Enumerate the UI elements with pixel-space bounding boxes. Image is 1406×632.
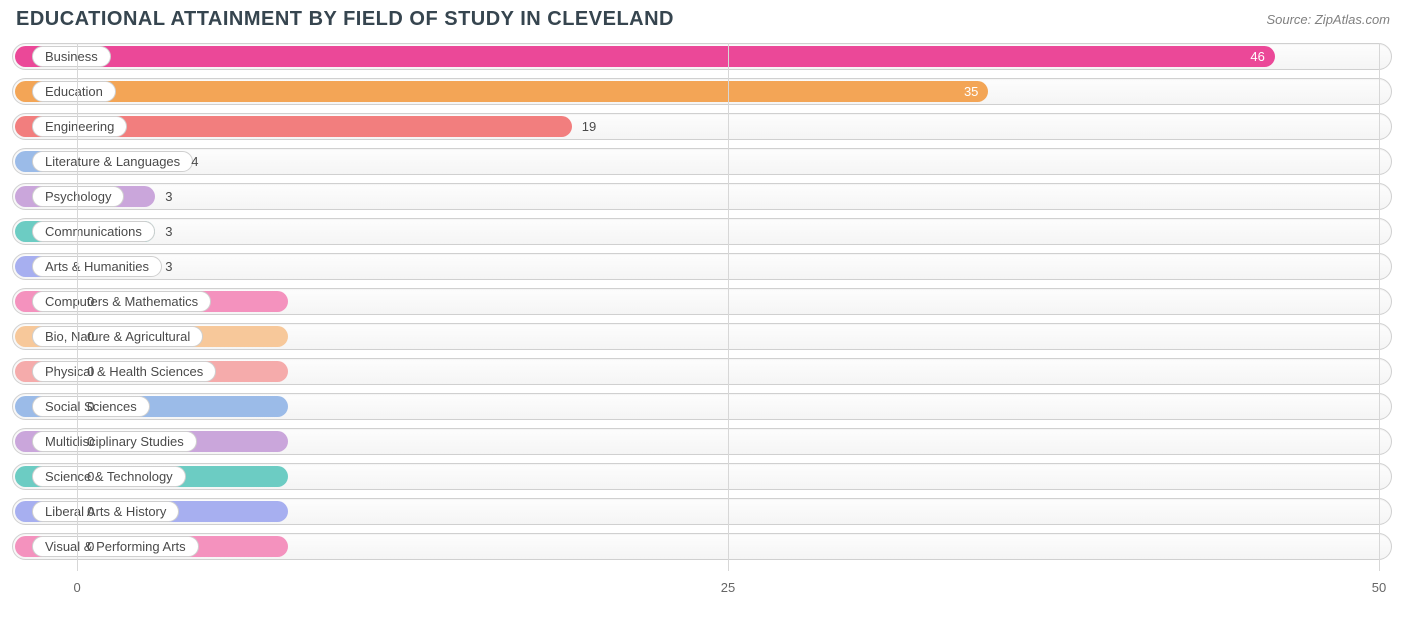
bar-value: 35	[964, 81, 978, 102]
bar-label: Multidisciplinary Studies	[32, 431, 197, 452]
bar-label: Arts & Humanities	[32, 256, 162, 277]
bar-fill	[15, 46, 1275, 67]
bar-fill	[15, 81, 988, 102]
header: EDUCATIONAL ATTAINMENT BY FIELD OF STUDY…	[0, 0, 1406, 37]
bar-track	[12, 148, 1392, 175]
bar-label: Psychology	[32, 186, 124, 207]
bar-value: 19	[582, 116, 596, 137]
bar-label: Visual & Performing Arts	[32, 536, 199, 557]
bar-label: Science & Technology	[32, 466, 186, 487]
bar-label: Education	[32, 81, 116, 102]
chart-source: Source: ZipAtlas.com	[1266, 12, 1390, 27]
bar-label: Literature & Languages	[32, 151, 193, 172]
x-axis-tick-label: 0	[73, 580, 80, 595]
gridline	[728, 43, 729, 571]
chart-area: 0 25 50 Business 46 Education 35 Engineering 19 L…	[0, 37, 1406, 599]
bar-track	[12, 253, 1392, 280]
bar-value: 3	[165, 221, 172, 242]
bar-value: 4	[191, 151, 198, 172]
bar-label: Computers & Mathematics	[32, 291, 211, 312]
bar-label: Physical & Health Sciences	[32, 361, 216, 382]
bar-label: Liberal Arts & History	[32, 501, 179, 522]
bar-value: 46	[1250, 46, 1264, 67]
chart-title: EDUCATIONAL ATTAINMENT BY FIELD OF STUDY…	[16, 8, 674, 31]
bar-value: 0	[87, 361, 94, 382]
bar-value: 0	[87, 291, 94, 312]
bar-value: 3	[165, 186, 172, 207]
bar-value: 0	[87, 466, 94, 487]
bar-track	[12, 218, 1392, 245]
gridline	[1379, 43, 1380, 571]
bar-value: 3	[165, 256, 172, 277]
bar-label: Communications	[32, 221, 155, 242]
x-axis-tick-label: 25	[721, 580, 735, 595]
bar-value: 0	[87, 536, 94, 557]
bar-track	[12, 183, 1392, 210]
bar-value: 0	[87, 501, 94, 522]
bar-value: 0	[87, 396, 94, 417]
chart-plot: 0 25 50 Business 46 Education 35 Engineering 19 L…	[12, 43, 1392, 599]
bar-label: Bio, Nature & Agricultural	[32, 326, 203, 347]
bar-value: 0	[87, 431, 94, 452]
bar-value: 0	[87, 326, 94, 347]
x-axis-tick-label: 50	[1372, 580, 1386, 595]
bar-label: Business	[32, 46, 111, 67]
gridline	[77, 43, 78, 571]
bar-label: Engineering	[32, 116, 127, 137]
